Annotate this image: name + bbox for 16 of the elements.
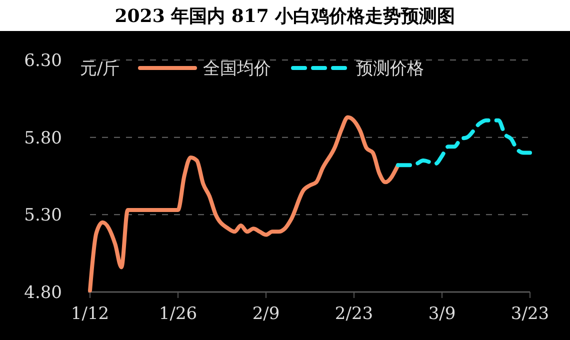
x-tick-label: 2/23 [334,304,374,324]
x-tick-label: 2/9 [252,304,280,324]
legend-label: 预测价格 [356,59,424,79]
y-tick-label: 6.30 [24,51,62,71]
x-tick-label: 1/26 [158,304,198,324]
line-series [88,115,400,292]
y-tick-label: 5.80 [24,128,62,148]
x-tick-label: 1/12 [70,304,110,324]
y-tick-label: 4.80 [24,283,62,303]
y-tick-label: 5.30 [24,206,62,226]
x-tick-label: 3/9 [428,304,456,324]
x-tick-label: 3/23 [510,304,550,324]
line-series [396,118,532,168]
legend-label: 全国均价 [203,59,271,79]
y-axis-title: 元/斤 [80,59,120,79]
chart-title: 2023 年国内 817 小白鸡价格走势预测图 [114,6,456,27]
